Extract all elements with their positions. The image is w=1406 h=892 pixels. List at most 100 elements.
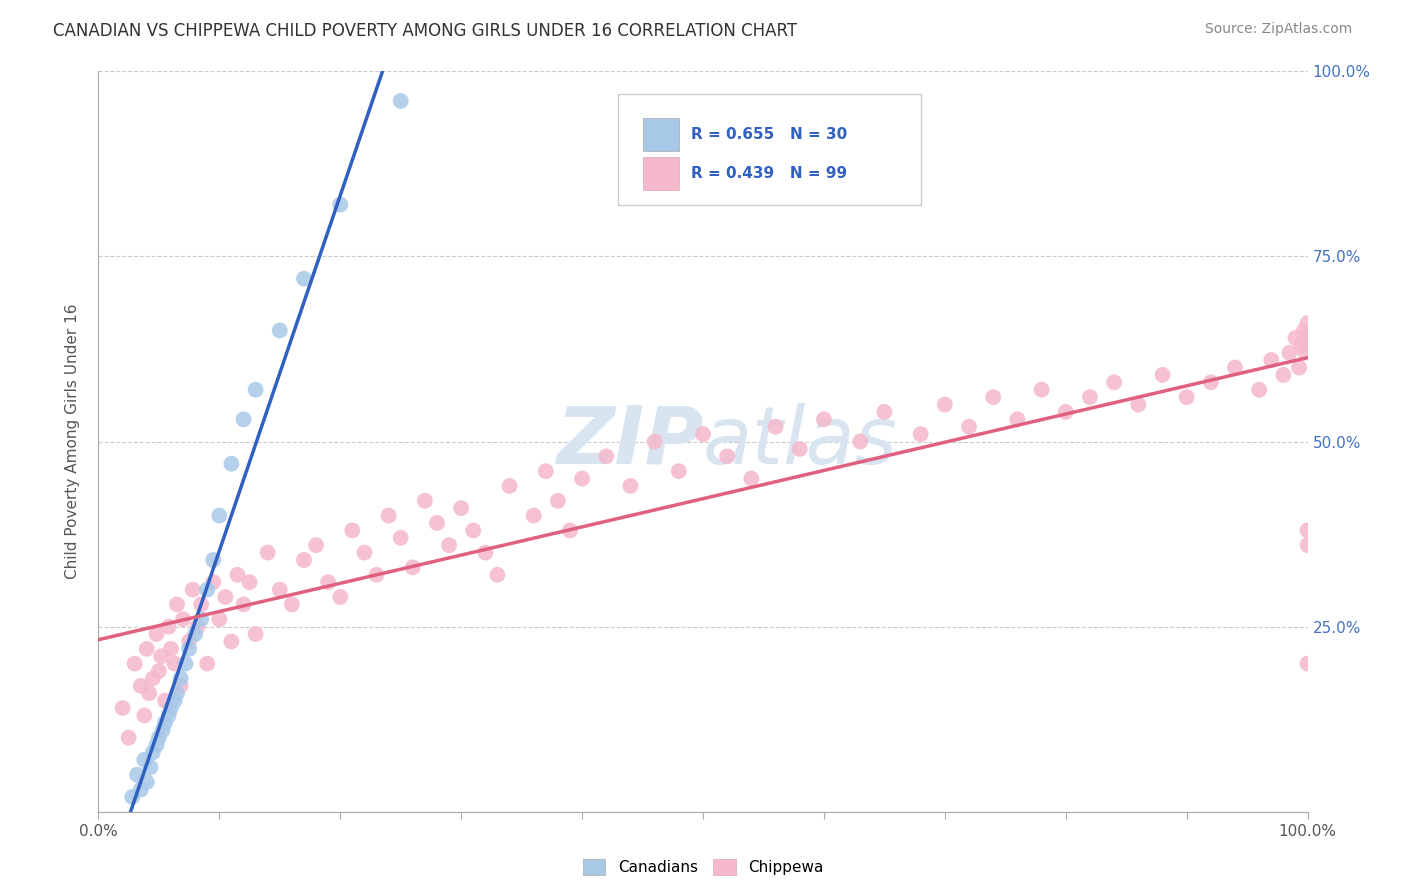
Point [232, 598, 254, 612]
Point [474, 546, 496, 560]
Point [1296, 538, 1319, 552]
Point [402, 560, 425, 574]
Point [1007, 412, 1029, 426]
Point [135, 641, 157, 656]
Point [1078, 390, 1101, 404]
Point [534, 464, 557, 478]
Point [138, 686, 160, 700]
Point [153, 715, 176, 730]
Text: Source: ZipAtlas.com: Source: ZipAtlas.com [1205, 22, 1353, 37]
Text: R = 0.655   N = 30: R = 0.655 N = 30 [690, 128, 848, 142]
Point [1249, 383, 1271, 397]
Point [190, 598, 212, 612]
Point [692, 427, 714, 442]
FancyBboxPatch shape [619, 94, 921, 204]
Point [142, 672, 165, 686]
Point [1031, 383, 1053, 397]
Point [269, 324, 291, 338]
Text: atlas: atlas [703, 402, 898, 481]
Point [179, 634, 201, 648]
Point [910, 427, 932, 442]
Point [558, 524, 581, 538]
Point [934, 398, 956, 412]
Point [426, 516, 449, 530]
Point [226, 567, 249, 582]
Point [281, 598, 304, 612]
Point [1288, 360, 1310, 375]
Point [1278, 345, 1301, 359]
Point [716, 450, 738, 464]
Point [329, 197, 352, 211]
Point [169, 679, 191, 693]
Point [413, 493, 436, 508]
Point [245, 383, 267, 397]
Point [292, 271, 315, 285]
Point [305, 538, 328, 552]
Point [1296, 316, 1319, 330]
Point [157, 708, 180, 723]
Point [619, 479, 641, 493]
Point [1291, 338, 1313, 352]
Point [668, 464, 690, 478]
Legend: Canadians, Chippewa: Canadians, Chippewa [578, 855, 828, 880]
Point [145, 738, 167, 752]
Point [169, 672, 191, 686]
Point [111, 701, 134, 715]
Point [595, 450, 617, 464]
Point [179, 641, 201, 656]
Point [118, 731, 141, 745]
Text: R = 0.439   N = 99: R = 0.439 N = 99 [690, 166, 846, 181]
Point [157, 619, 180, 633]
Point [221, 457, 243, 471]
Point [1272, 368, 1295, 382]
Point [172, 612, 194, 626]
Point [342, 524, 364, 538]
Point [184, 627, 207, 641]
Point [160, 641, 183, 656]
Point [174, 657, 197, 671]
Point [789, 442, 811, 456]
Point [163, 657, 186, 671]
Point [377, 508, 399, 523]
FancyBboxPatch shape [643, 118, 679, 152]
Point [765, 419, 787, 434]
Point [152, 723, 174, 738]
Point [163, 694, 186, 708]
Point [1296, 524, 1319, 538]
Point [129, 782, 152, 797]
Point [571, 471, 593, 485]
Point [135, 775, 157, 789]
Point [129, 679, 152, 693]
Point [1199, 376, 1222, 390]
Point [245, 627, 267, 641]
Point [353, 546, 375, 560]
Point [1128, 398, 1150, 412]
Point [148, 731, 170, 745]
Point [148, 664, 170, 678]
Point [160, 701, 183, 715]
Point [1223, 360, 1246, 375]
Point [1296, 338, 1319, 352]
Point [292, 553, 315, 567]
Point [139, 760, 162, 774]
Point [813, 412, 835, 426]
Point [127, 767, 149, 781]
Point [232, 412, 254, 426]
Point [187, 619, 209, 633]
Point [957, 419, 980, 434]
Point [366, 567, 388, 582]
Point [316, 575, 339, 590]
Point [221, 634, 243, 648]
Point [389, 531, 412, 545]
Point [389, 94, 412, 108]
Point [166, 686, 188, 700]
Point [644, 434, 666, 449]
Point [1292, 324, 1315, 338]
FancyBboxPatch shape [643, 156, 679, 190]
Text: ZIP: ZIP [555, 402, 703, 481]
Point [195, 657, 218, 671]
Point [740, 471, 762, 485]
Point [547, 493, 569, 508]
Point [256, 546, 278, 560]
Point [849, 434, 872, 449]
